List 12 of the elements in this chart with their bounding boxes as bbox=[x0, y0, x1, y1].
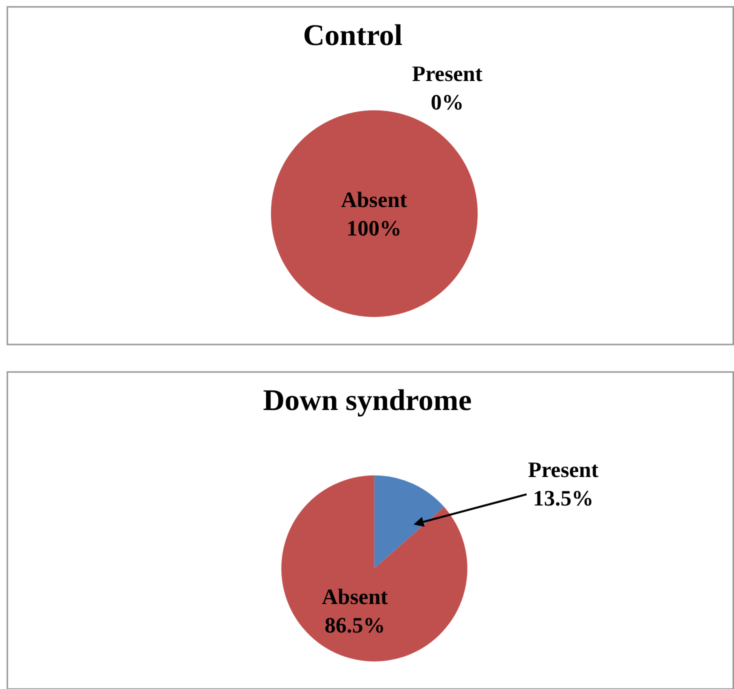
data-label: 100% bbox=[346, 215, 402, 240]
slice-label: Present bbox=[528, 457, 600, 482]
slice-label: Absent bbox=[341, 186, 408, 212]
slice-label: Absent bbox=[322, 584, 389, 610]
chart-title: Down syndrome bbox=[263, 384, 472, 417]
chart-title: Control bbox=[303, 19, 402, 52]
pie-slice bbox=[374, 475, 444, 568]
data-label: 13.5% bbox=[532, 486, 594, 511]
data-label: 86.5% bbox=[324, 612, 386, 638]
pie-slice bbox=[281, 475, 468, 662]
category-label: Present bbox=[412, 61, 482, 86]
text: 0% bbox=[430, 90, 464, 115]
